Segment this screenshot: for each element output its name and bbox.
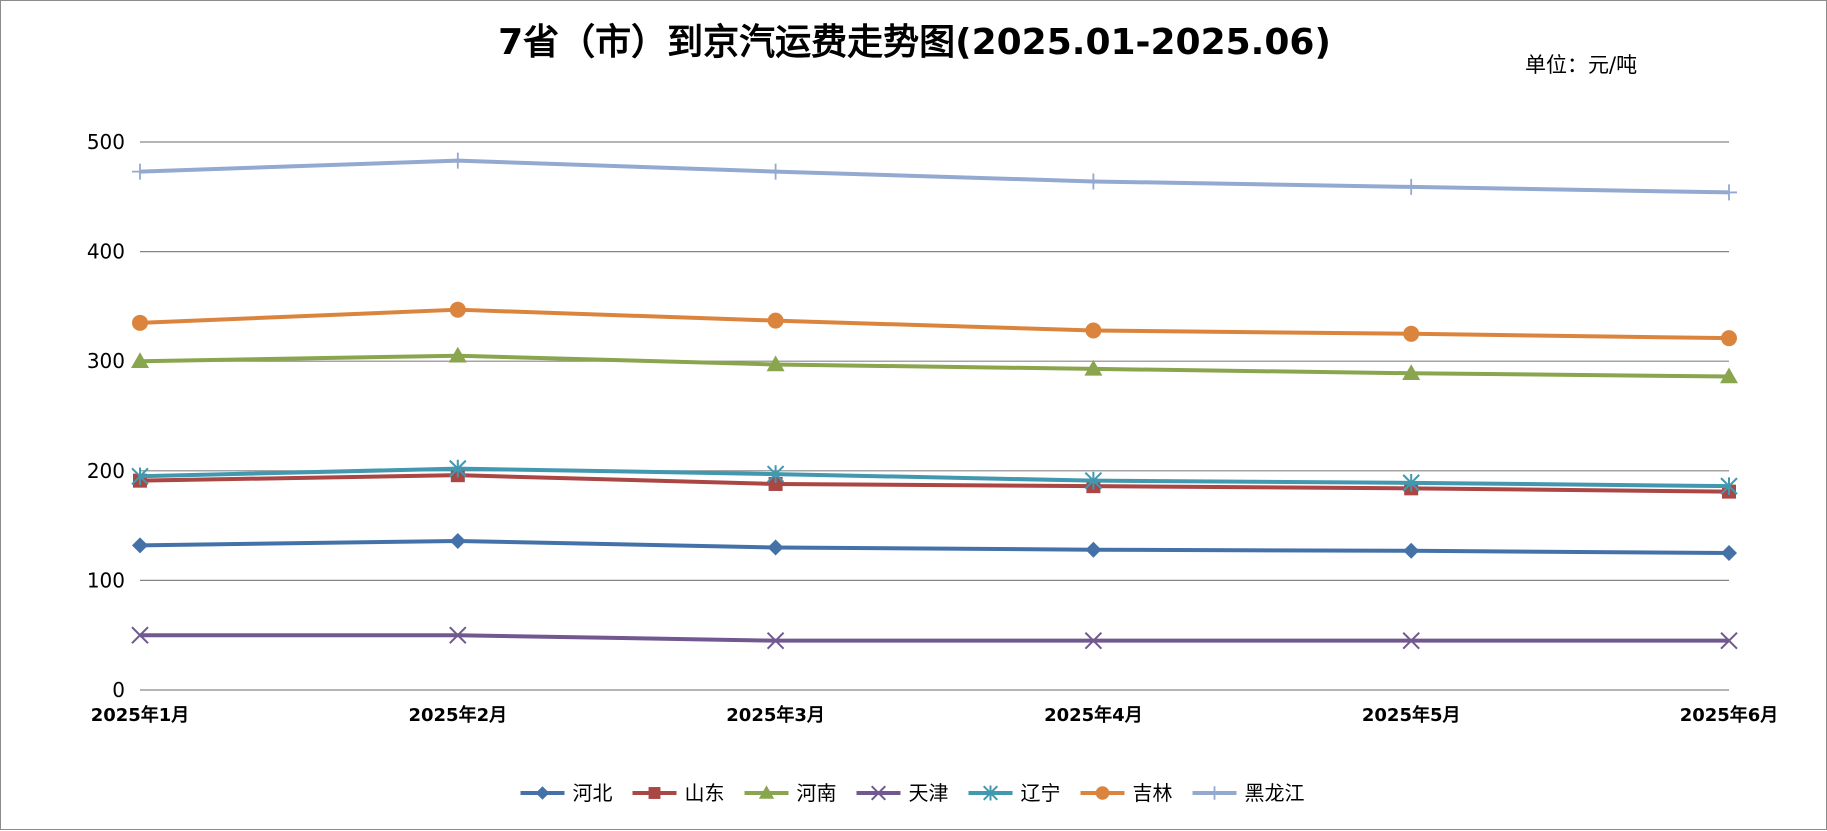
data-point: [766, 355, 785, 372]
x-tick-label: 2025年2月: [408, 704, 507, 726]
data-point: [448, 346, 467, 363]
series-5: [132, 301, 1737, 347]
unit-label: 单位：元/吨: [1525, 53, 1638, 77]
data-point: [449, 626, 467, 644]
data-point: [1402, 364, 1421, 381]
data-point: [449, 152, 466, 169]
data-point: [768, 476, 783, 491]
data-point: [870, 785, 887, 801]
legend-label: 天津: [909, 781, 949, 805]
series-line: [140, 633, 1729, 643]
legend: 河北 山东 河南 天津 辽宁 吉林 黑龙江: [520, 781, 1305, 805]
legend-entry: 辽宁: [968, 781, 1061, 805]
series-layer: [131, 152, 1738, 650]
legend-label: 河北: [573, 781, 613, 805]
data-point: [1403, 178, 1420, 195]
data-point: [131, 467, 149, 486]
legend-label: 山东: [685, 781, 725, 805]
series-line: [139, 307, 1730, 341]
data-point: [767, 163, 784, 180]
legend-entry: 河南: [744, 781, 837, 805]
data-point: [1403, 325, 1420, 342]
series-line: [139, 538, 1730, 555]
data-point: [1721, 545, 1737, 561]
x-tick-label: 2025年6月: [1680, 704, 1779, 726]
legend-label: 黑龙江: [1245, 781, 1305, 805]
data-point: [1720, 631, 1738, 650]
y-tick-label: 200: [87, 459, 125, 483]
legend-label: 吉林: [1133, 781, 1173, 805]
data-point: [767, 312, 784, 329]
y-tick-label: 100: [87, 568, 125, 592]
data-point: [131, 352, 149, 368]
data-point: [1084, 471, 1103, 490]
legend-label: 辽宁: [1021, 781, 1061, 805]
data-point: [132, 163, 148, 180]
x-tick-label: 2025年5月: [1362, 704, 1461, 726]
data-point: [1402, 474, 1420, 492]
data-point: [131, 626, 149, 644]
data-point: [1084, 359, 1103, 376]
series-2: [131, 346, 1738, 384]
data-point: [449, 301, 466, 318]
y-tick-label: 400: [87, 240, 125, 264]
data-point: [1720, 367, 1738, 384]
series-line: [139, 353, 1730, 379]
data-point: [449, 532, 466, 549]
data-point: [132, 314, 148, 331]
legend-entry: 山东: [632, 781, 725, 805]
x-tick-label: 2025年4月: [1044, 704, 1143, 726]
series-3: [131, 626, 1738, 650]
series-0: [132, 532, 1737, 561]
y-axis: 0 100 200 300 400 500: [87, 130, 125, 702]
y-tick-label: 500: [87, 130, 125, 154]
series-line: [139, 473, 1730, 494]
data-point: [132, 537, 148, 554]
series-line: [139, 466, 1730, 489]
data-point: [1403, 542, 1420, 559]
data-point: [648, 787, 661, 799]
data-point: [1721, 184, 1737, 201]
series-4: [131, 459, 1738, 495]
data-point: [766, 631, 785, 650]
data-point: [1720, 477, 1738, 495]
legend-entry: 河北: [520, 781, 613, 805]
data-point: [1402, 631, 1420, 650]
series-6: [132, 152, 1737, 201]
y-tick-label: 0: [112, 678, 125, 702]
y-tick-label: 300: [87, 349, 125, 373]
data-point: [535, 786, 550, 800]
data-point: [758, 785, 775, 799]
data-point: [982, 785, 999, 801]
data-point: [766, 465, 785, 483]
data-point: [1085, 173, 1102, 190]
data-point: [449, 459, 467, 478]
legend-entry: 天津: [856, 781, 949, 805]
x-axis: 2025年1月 2025年2月 2025年3月 2025年4月 2025年5月 2025年…: [91, 704, 1779, 726]
x-tick-label: 2025年1月: [91, 704, 190, 726]
data-point: [1207, 786, 1222, 800]
data-point: [767, 539, 784, 556]
grid-layer: [140, 141, 1729, 691]
x-tick-label: 2025年3月: [726, 704, 825, 726]
data-point: [1095, 786, 1110, 800]
data-point: [1085, 322, 1102, 339]
legend-entry: 吉林: [1080, 781, 1173, 805]
series-line: [139, 158, 1730, 195]
data-point: [1721, 330, 1737, 347]
legend-entry: 黑龙江: [1192, 781, 1305, 805]
data-point: [1084, 631, 1103, 650]
data-point: [1085, 541, 1102, 558]
legend-label: 河南: [797, 781, 837, 805]
chart-title: 7省（市）到京汽运费走势图(2025.01-2025.06): [498, 22, 1331, 63]
